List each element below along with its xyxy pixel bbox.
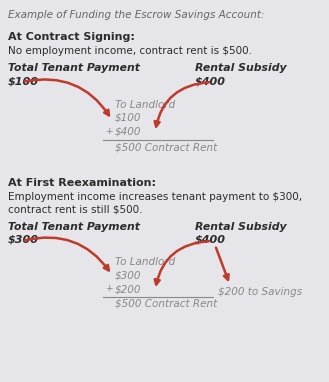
Text: $200 to Savings: $200 to Savings xyxy=(218,287,302,297)
Text: Rental Subsidy: Rental Subsidy xyxy=(195,222,287,232)
Text: $500 Contract Rent: $500 Contract Rent xyxy=(115,298,217,308)
Text: $400: $400 xyxy=(115,127,141,137)
Text: Rental Subsidy: Rental Subsidy xyxy=(195,63,287,73)
Text: $400: $400 xyxy=(195,235,226,245)
Text: $100: $100 xyxy=(8,76,39,86)
Text: +: + xyxy=(105,284,113,293)
Text: Total Tenant Payment: Total Tenant Payment xyxy=(8,63,140,73)
Text: To Landlord: To Landlord xyxy=(115,100,175,110)
Text: $200: $200 xyxy=(115,284,141,294)
Text: Employment income increases tenant payment to $300,: Employment income increases tenant payme… xyxy=(8,192,302,202)
Text: $500 Contract Rent: $500 Contract Rent xyxy=(115,142,217,152)
Text: At Contract Signing:: At Contract Signing: xyxy=(8,32,135,42)
Text: $300: $300 xyxy=(115,270,141,280)
Text: $100: $100 xyxy=(115,113,141,123)
Text: Total Tenant Payment: Total Tenant Payment xyxy=(8,222,140,232)
Text: At First Reexamination:: At First Reexamination: xyxy=(8,178,156,188)
Text: $300: $300 xyxy=(8,235,39,245)
Text: Example of Funding the Escrow Savings Account:: Example of Funding the Escrow Savings Ac… xyxy=(8,10,265,20)
Text: No employment income, contract rent is $500.: No employment income, contract rent is $… xyxy=(8,46,252,56)
Text: +: + xyxy=(105,127,113,136)
Text: To Landlord: To Landlord xyxy=(115,257,175,267)
Text: contract rent is still $500.: contract rent is still $500. xyxy=(8,204,142,214)
Text: $400: $400 xyxy=(195,76,226,86)
